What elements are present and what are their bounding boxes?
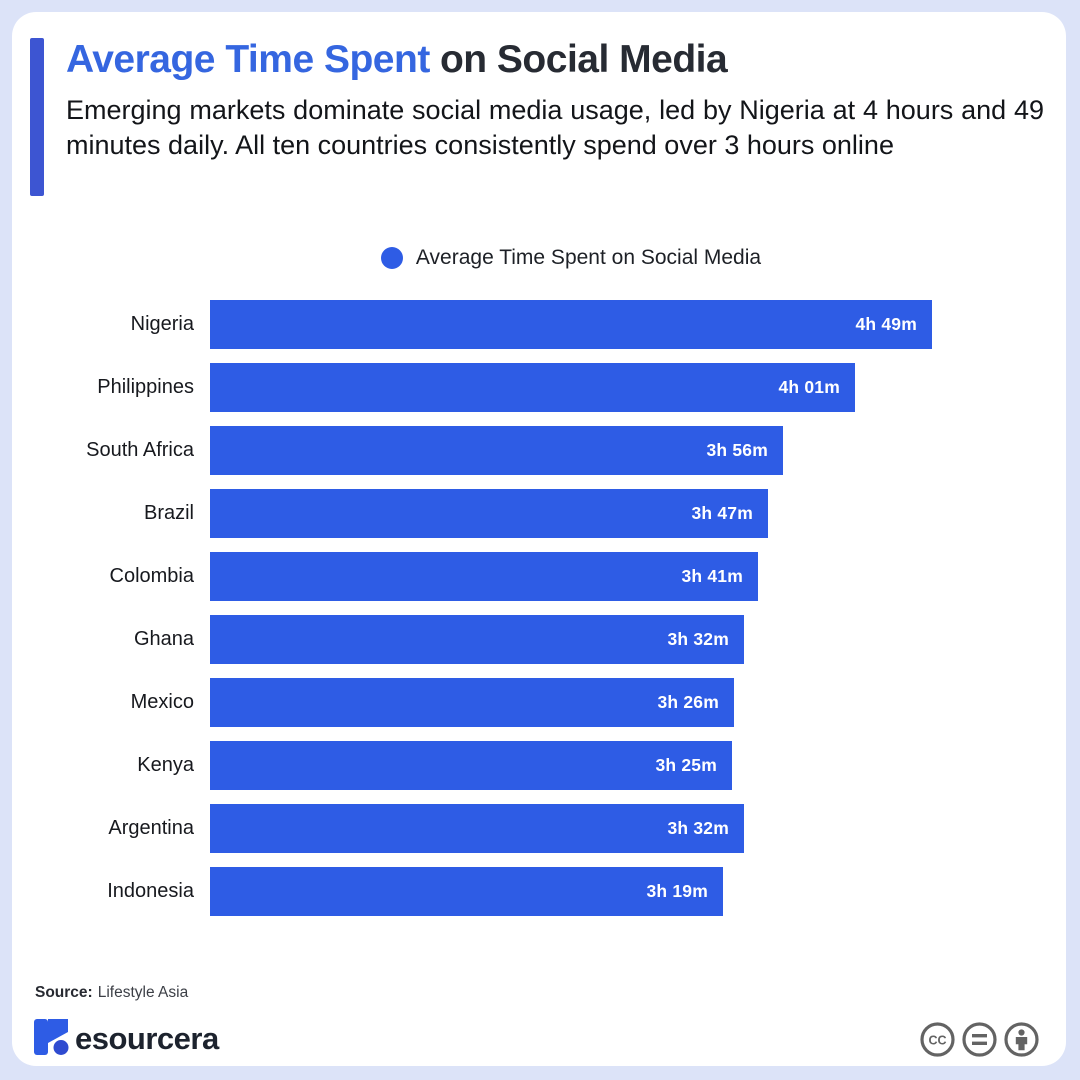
country-label: Colombia (109, 565, 194, 587)
bar: 4h 01m (210, 363, 855, 412)
cc-icon: CC (919, 1021, 956, 1058)
chart-row: Kenya 3h 25m (12, 734, 1066, 797)
title-accent-bar (30, 38, 44, 196)
country-label: Nigeria (130, 313, 194, 335)
country-label: Mexico (130, 691, 194, 713)
bar-value-label: 4h 49m (855, 314, 917, 334)
source-label: Source: (35, 984, 93, 1001)
nd-equals-icon (961, 1021, 998, 1058)
page-title-rest: on Social Media (439, 38, 728, 81)
svg-text:CC: CC (928, 1033, 946, 1047)
bar-value-label: 3h 26m (657, 692, 719, 712)
page-title-highlight: Average Time Spent (66, 38, 430, 81)
bar: 3h 25m (210, 741, 732, 790)
bar-value-label: 3h 25m (655, 755, 717, 775)
bar-value-label: 3h 32m (667, 818, 729, 838)
bar: 3h 56m (210, 426, 783, 475)
country-label: Indonesia (107, 880, 194, 902)
bar: 3h 47m (210, 489, 768, 538)
bar: 3h 19m (210, 867, 723, 916)
source-line: Source: Lifestyle Asia (35, 984, 188, 1002)
bar: 3h 32m (210, 615, 744, 664)
chart-row: South Africa 3h 56m (12, 419, 1066, 482)
chart-row: Indonesia 3h 19m (12, 860, 1066, 923)
bar: 4h 49m (210, 300, 932, 349)
chart-row: Ghana 3h 32m (12, 608, 1066, 671)
bar-value-label: 4h 01m (778, 377, 840, 397)
chart-row: Nigeria 4h 49m (12, 293, 1066, 356)
legend-label: Average Time Spent on Social Media (415, 246, 762, 269)
chart-legend: Average Time Spent on Social Media (210, 244, 932, 272)
country-label: Argentina (108, 817, 194, 839)
country-label: Kenya (137, 754, 194, 776)
chart-row: Mexico 3h 26m (12, 671, 1066, 734)
bar-value-label: 3h 19m (646, 881, 708, 901)
brand-logo: esourcera (32, 1017, 219, 1062)
bar: 3h 32m (210, 804, 744, 853)
license-badges: CC (919, 1021, 1040, 1058)
bar-chart: Nigeria 4h 49m Philippines 4h 01m South Afri… (12, 293, 1066, 923)
brand-name: esourcera (75, 1021, 219, 1056)
header-text-block: Average Time Spent on Social Media Emergi… (66, 38, 1044, 196)
bar-value-label: 3h 47m (691, 503, 753, 523)
chart-row: Colombia 3h 41m (12, 545, 1066, 608)
footer-brand-row: esourcera CC (32, 1018, 1040, 1060)
source-value: Lifestyle Asia (97, 984, 189, 1001)
header: Average Time Spent on Social Media Emergi… (30, 38, 1044, 196)
brand-logo-icon (32, 1017, 72, 1062)
by-person-icon (1003, 1021, 1040, 1058)
country-label: Philippines (97, 376, 194, 398)
infographic-card: Average Time Spent on Social Media Emergi… (12, 12, 1066, 1066)
bar: 3h 26m (210, 678, 734, 727)
bar-value-label: 3h 56m (706, 440, 768, 460)
country-label: Ghana (133, 628, 194, 650)
subtitle: Emerging markets dominate social media u… (66, 94, 1044, 160)
bar-value-label: 3h 41m (681, 566, 743, 586)
bar: 3h 41m (210, 552, 758, 601)
bar-value-label: 3h 32m (667, 629, 729, 649)
country-label: Brazil (143, 502, 194, 524)
country-label: South Africa (86, 439, 194, 461)
chart-row: Philippines 4h 01m (12, 356, 1066, 419)
page-title: Average Time Spent on Social Media (66, 38, 1044, 83)
chart-row: Argentina 3h 32m (12, 797, 1066, 860)
legend-dot-icon (380, 247, 403, 269)
chart-row: Brazil 3h 47m (12, 482, 1066, 545)
